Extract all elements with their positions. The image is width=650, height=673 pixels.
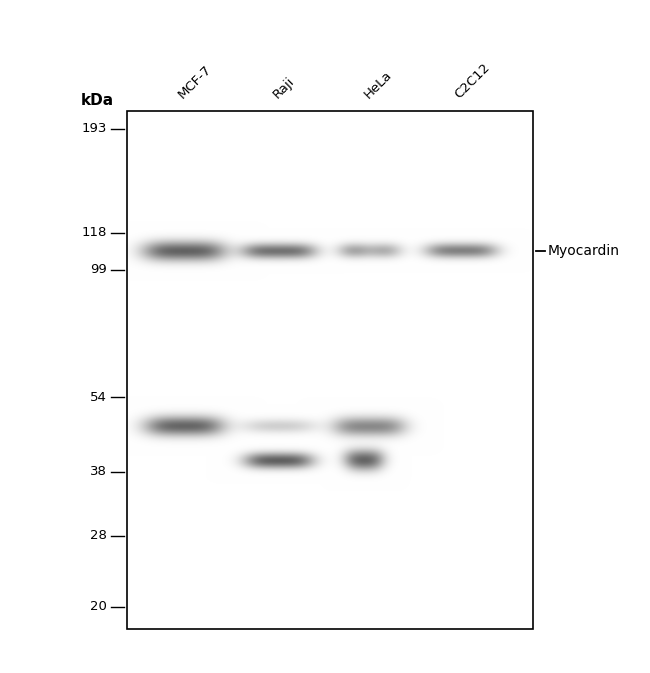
Text: MCF-7: MCF-7: [176, 63, 214, 101]
Text: 54: 54: [90, 391, 107, 404]
Text: HeLa: HeLa: [361, 68, 394, 101]
Text: 99: 99: [90, 263, 107, 276]
Bar: [127, 111, 533, 629]
Text: Myocardin: Myocardin: [547, 244, 619, 258]
Text: 38: 38: [90, 465, 107, 478]
Text: kDa: kDa: [81, 93, 114, 108]
Text: 118: 118: [82, 226, 107, 239]
Text: 28: 28: [90, 530, 107, 542]
Text: C2C12: C2C12: [452, 61, 493, 101]
Text: 193: 193: [82, 122, 107, 135]
Text: 20: 20: [90, 600, 107, 613]
Bar: [127, 111, 533, 629]
Text: Raji: Raji: [270, 75, 297, 101]
